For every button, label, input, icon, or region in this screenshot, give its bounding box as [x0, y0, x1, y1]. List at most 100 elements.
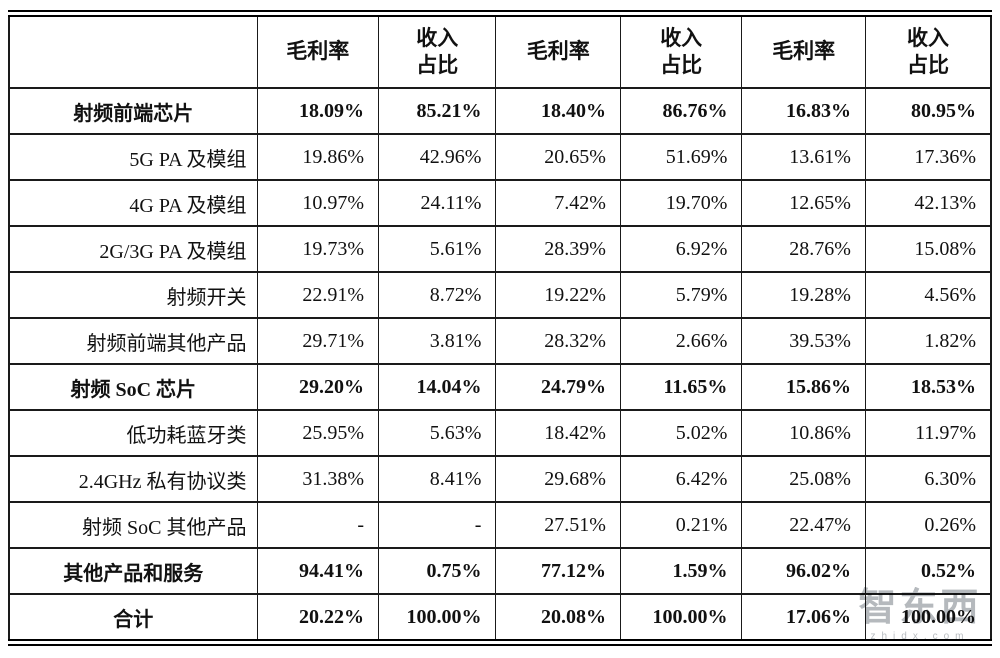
- cell-value: 11.65%: [619, 363, 743, 411]
- cell-value: 85.21%: [377, 87, 497, 135]
- cell-value: 29.20%: [256, 363, 379, 411]
- cell-value: 17.06%: [741, 593, 866, 644]
- cell-value: 17.36%: [864, 133, 992, 181]
- table-row: 2.4GHz 私有协议类 31.38% 8.41% 29.68% 6.42% 25.08%…: [8, 455, 992, 503]
- cell-value: 1.59%: [619, 547, 743, 595]
- row-label: 2G/3G PA 及模组: [8, 225, 258, 273]
- cell-value: 18.53%: [864, 363, 992, 411]
- cell-value: 28.76%: [741, 225, 866, 273]
- cell-value: 18.40%: [495, 87, 621, 135]
- table-row: 合计 20.22% 100.00% 20.08% 100.00% 17.06% 100.00…: [8, 593, 992, 644]
- cell-value: -: [256, 501, 379, 549]
- cell-value: -: [377, 501, 497, 549]
- cell-value: 19.28%: [741, 271, 866, 319]
- table-row: 射频 SoC 芯片 29.20% 14.04% 24.79% 11.65% 15.86% 1…: [8, 363, 992, 411]
- cell-value: 24.79%: [495, 363, 621, 411]
- cell-value: 16.83%: [741, 87, 866, 135]
- cell-value: 8.41%: [377, 455, 497, 503]
- cell-value: 22.91%: [256, 271, 379, 319]
- margin-revenue-table-wrap: 毛利率 收入 占比 毛利率 收入 占比 毛利率 收入 占比 射频前端芯片 18.09% 85.…: [8, 10, 992, 646]
- cell-value: 19.73%: [256, 225, 379, 273]
- column-header-1: 收入 占比: [377, 12, 497, 89]
- cell-value: 96.02%: [741, 547, 866, 595]
- row-label: 4G PA 及模组: [8, 179, 258, 227]
- cell-value: 15.86%: [741, 363, 866, 411]
- row-label: 合计: [8, 593, 258, 644]
- cell-value: 94.41%: [256, 547, 379, 595]
- cell-value: 18.42%: [495, 409, 621, 457]
- table-row: 射频开关 22.91% 8.72% 19.22% 5.79% 19.28% 4.56%: [8, 271, 992, 319]
- cell-value: 1.82%: [864, 317, 992, 365]
- cell-value: 19.70%: [619, 179, 743, 227]
- cell-value: 29.71%: [256, 317, 379, 365]
- cell-value: 4.56%: [864, 271, 992, 319]
- cell-value: 28.32%: [495, 317, 621, 365]
- row-label: 射频 SoC 其他产品: [8, 501, 258, 549]
- cell-value: 15.08%: [864, 225, 992, 273]
- cell-value: 6.30%: [864, 455, 992, 503]
- cell-value: 22.47%: [741, 501, 866, 549]
- cell-value: 24.11%: [377, 179, 497, 227]
- cell-value: 5.61%: [377, 225, 497, 273]
- cell-value: 11.97%: [864, 409, 992, 457]
- column-header-0: 毛利率: [256, 12, 379, 89]
- table-body: 射频前端芯片 18.09% 85.21% 18.40% 86.76% 16.83% 80.9…: [8, 87, 992, 644]
- column-header-2: 毛利率: [495, 12, 621, 89]
- table-row: 其他产品和服务 94.41% 0.75% 77.12% 1.59% 96.02% 0.52%: [8, 547, 992, 595]
- cell-value: 10.86%: [741, 409, 866, 457]
- cell-value: 20.22%: [256, 593, 379, 644]
- cell-value: 18.09%: [256, 87, 379, 135]
- row-label: 2.4GHz 私有协议类: [8, 455, 258, 503]
- margin-revenue-table: 毛利率 收入 占比 毛利率 收入 占比 毛利率 收入 占比 射频前端芯片 18.09% 85.…: [8, 10, 992, 646]
- table-row: 低功耗蓝牙类 25.95% 5.63% 18.42% 5.02% 10.86% 11.97%: [8, 409, 992, 457]
- cell-value: 100.00%: [619, 593, 743, 644]
- cell-value: 7.42%: [495, 179, 621, 227]
- cell-value: 14.04%: [377, 363, 497, 411]
- cell-value: 20.08%: [495, 593, 621, 644]
- cell-value: 100.00%: [864, 593, 992, 644]
- cell-value: 86.76%: [619, 87, 743, 135]
- cell-value: 0.52%: [864, 547, 992, 595]
- cell-value: 2.66%: [619, 317, 743, 365]
- table-row: 射频前端其他产品 29.71% 3.81% 28.32% 2.66% 39.53% 1.82…: [8, 317, 992, 365]
- cell-value: 25.08%: [741, 455, 866, 503]
- cell-value: 19.86%: [256, 133, 379, 181]
- cell-value: 27.51%: [495, 501, 621, 549]
- cell-value: 42.13%: [864, 179, 992, 227]
- header-row: 毛利率 收入 占比 毛利率 收入 占比 毛利率 收入 占比: [8, 12, 992, 89]
- cell-value: 51.69%: [619, 133, 743, 181]
- cell-value: 39.53%: [741, 317, 866, 365]
- row-label: 射频前端芯片: [8, 87, 258, 135]
- cell-value: 5.79%: [619, 271, 743, 319]
- cell-value: 5.63%: [377, 409, 497, 457]
- cell-value: 42.96%: [377, 133, 497, 181]
- column-header-5: 收入 占比: [864, 12, 992, 89]
- row-label: 低功耗蓝牙类: [8, 409, 258, 457]
- row-label: 射频 SoC 芯片: [8, 363, 258, 411]
- row-label: 射频开关: [8, 271, 258, 319]
- cell-value: 6.92%: [619, 225, 743, 273]
- table-row: 2G/3G PA 及模组 19.73% 5.61% 28.39% 6.92% 28.76%…: [8, 225, 992, 273]
- cell-value: 8.72%: [377, 271, 497, 319]
- row-label: 其他产品和服务: [8, 547, 258, 595]
- cell-value: 77.12%: [495, 547, 621, 595]
- row-label: 5G PA 及模组: [8, 133, 258, 181]
- column-header-3: 收入 占比: [619, 12, 743, 89]
- row-label: 射频前端其他产品: [8, 317, 258, 365]
- cell-value: 5.02%: [619, 409, 743, 457]
- table-row: 射频前端芯片 18.09% 85.21% 18.40% 86.76% 16.83% 80.9…: [8, 87, 992, 135]
- cell-value: 100.00%: [377, 593, 497, 644]
- cell-value: 12.65%: [741, 179, 866, 227]
- cell-value: 0.21%: [619, 501, 743, 549]
- cell-value: 10.97%: [256, 179, 379, 227]
- cell-value: 20.65%: [495, 133, 621, 181]
- cell-value: 3.81%: [377, 317, 497, 365]
- cell-value: 31.38%: [256, 455, 379, 503]
- table-row: 射频 SoC 其他产品 - -27.51% 0.21% 22.47% 0.26%: [8, 501, 992, 549]
- cell-value: 19.22%: [495, 271, 621, 319]
- column-header-4: 毛利率: [741, 12, 866, 89]
- cell-value: 25.95%: [256, 409, 379, 457]
- cell-value: 0.26%: [864, 501, 992, 549]
- corner-cell: [8, 12, 258, 89]
- table-header: 毛利率 收入 占比 毛利率 收入 占比 毛利率 收入 占比: [8, 12, 992, 89]
